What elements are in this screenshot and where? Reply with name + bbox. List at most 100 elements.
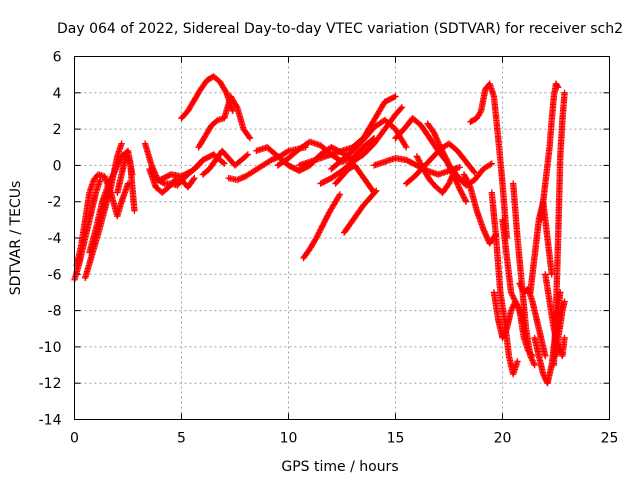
data-point xyxy=(442,155,450,162)
tick-labels: 0 5 10 15 20 25 -14 -12 -10 -8 -6 -4 -2 0 2 4 6 xyxy=(39,50,619,447)
data-point xyxy=(118,140,125,147)
data-point xyxy=(414,154,421,161)
y-tick-label: -6 xyxy=(48,267,62,283)
y-tick-label: -2 xyxy=(48,195,62,211)
data-point xyxy=(460,192,467,200)
y-tick-label: -8 xyxy=(48,304,62,320)
series-arc-18 xyxy=(332,162,378,196)
series-arc-27 xyxy=(460,171,500,247)
y-tick-label: -4 xyxy=(48,231,62,247)
data-point xyxy=(437,144,444,151)
data-point xyxy=(465,181,473,188)
data-point xyxy=(488,160,495,167)
y-tick-label: -10 xyxy=(39,340,62,356)
data-point xyxy=(373,187,380,195)
series-arc-20 xyxy=(340,187,380,236)
data-point xyxy=(459,191,466,198)
plot-frame xyxy=(74,56,610,420)
data-point xyxy=(477,109,484,116)
data-point xyxy=(440,149,447,157)
data-point xyxy=(371,188,379,196)
data-point xyxy=(418,163,426,170)
series-arc-01 xyxy=(71,176,104,283)
data-point xyxy=(457,188,465,196)
data-point xyxy=(462,198,470,205)
data-point xyxy=(324,212,331,219)
series-arc-23 xyxy=(403,140,478,187)
data-point xyxy=(106,178,113,186)
grid-lines xyxy=(74,56,610,420)
series-arc-28 xyxy=(467,80,510,242)
data-point xyxy=(466,182,473,189)
data-point xyxy=(416,158,423,166)
x-tick-label: 20 xyxy=(494,431,512,447)
data-point xyxy=(336,191,344,198)
data-point xyxy=(554,84,562,91)
series-arc-05 xyxy=(114,153,138,214)
data-point xyxy=(390,93,398,101)
x-tick-label: 5 xyxy=(177,431,186,447)
series-arc-17 xyxy=(300,191,344,262)
data-point xyxy=(106,177,114,184)
data-point xyxy=(413,153,421,160)
data-point xyxy=(105,180,112,187)
data-point xyxy=(397,105,405,112)
data-point xyxy=(315,230,322,237)
data-point xyxy=(458,190,466,197)
series-arc-14 xyxy=(274,134,378,169)
data-point xyxy=(222,88,229,95)
series-arc-19 xyxy=(328,116,410,173)
data-point xyxy=(320,219,328,226)
data-point xyxy=(531,361,538,369)
y-tick-label: -12 xyxy=(39,376,62,392)
data-point xyxy=(461,172,468,180)
data-point xyxy=(487,161,494,168)
data-point xyxy=(461,195,468,203)
data-point xyxy=(320,220,327,228)
series-arc-11 xyxy=(199,147,252,178)
x-axis-label: GPS time / hours xyxy=(281,459,398,475)
data-point xyxy=(465,179,472,187)
series-arc-38 xyxy=(550,89,568,369)
data-point xyxy=(317,226,324,233)
series-arc-10 xyxy=(195,93,254,151)
series-arc-36 xyxy=(537,80,562,224)
data-point xyxy=(417,161,425,168)
data-point xyxy=(554,82,561,90)
series-arc-33 xyxy=(516,280,549,360)
data-point xyxy=(442,153,449,161)
data-point xyxy=(243,152,250,159)
data-point xyxy=(561,334,568,342)
data-point xyxy=(415,155,422,163)
data-point xyxy=(463,176,471,184)
data-point xyxy=(221,160,228,167)
data-point xyxy=(460,171,468,178)
series-arc-37 xyxy=(542,271,568,360)
y-tick-label: 4 xyxy=(53,86,62,102)
data-point xyxy=(462,174,469,181)
data-point xyxy=(246,134,254,142)
series-arc-07 xyxy=(146,165,198,196)
data-point xyxy=(456,164,463,171)
data-point xyxy=(437,145,445,152)
data-point xyxy=(335,192,343,200)
data-point xyxy=(319,222,326,229)
data-point xyxy=(392,93,399,100)
data-point xyxy=(398,104,406,111)
y-tick-label: -14 xyxy=(39,413,62,429)
data-point xyxy=(131,207,138,214)
data-point xyxy=(439,148,446,155)
data-point xyxy=(109,173,116,180)
data-points xyxy=(71,73,568,387)
data-point xyxy=(417,160,424,167)
data-point xyxy=(107,176,115,183)
data-point xyxy=(438,146,446,154)
data-point xyxy=(323,215,330,222)
data-point xyxy=(471,169,478,176)
y-axis-label: SDTVAR / TECUs xyxy=(8,181,24,296)
data-point xyxy=(316,227,324,235)
data-point xyxy=(561,89,568,96)
data-point xyxy=(440,151,448,158)
data-point xyxy=(108,174,115,182)
